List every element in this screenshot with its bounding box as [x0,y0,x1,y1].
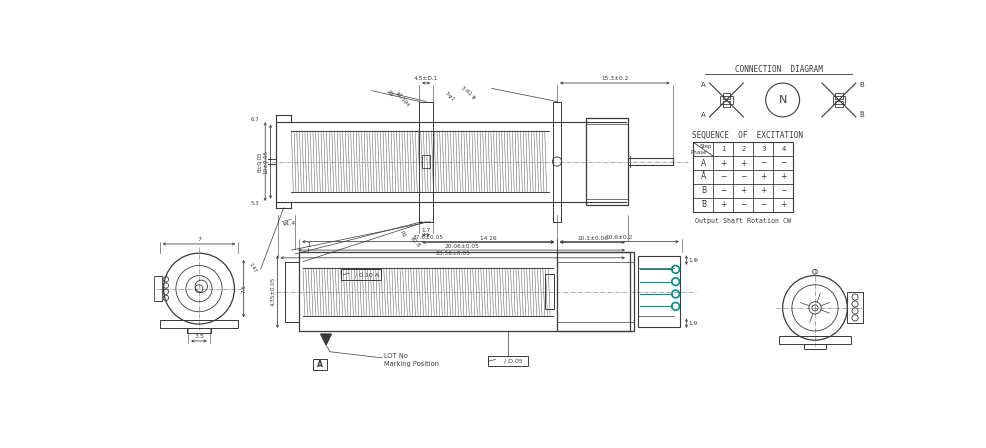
Polygon shape [320,334,331,345]
Text: Ā: Ā [700,172,705,181]
Text: 10±0.05: 10±0.05 [263,150,268,173]
Text: R1: R1 [398,230,406,239]
Text: 10.6±0.2: 10.6±0.2 [605,235,632,240]
Text: +: + [780,200,786,209]
Bar [341,269,382,280]
Text: SEQUENCE  OF  EXCITATION: SEQUENCE OF EXCITATION [691,131,802,140]
Text: φ1.4: φ1.4 [282,221,295,226]
Text: +: + [740,159,745,168]
Text: A: A [700,112,705,118]
Bar [487,356,528,366]
Bar [722,101,730,107]
Text: 23.56±0.05: 23.56±0.05 [435,251,469,256]
Text: N: N [778,95,786,105]
Text: A: A [700,82,705,87]
Text: 1: 1 [721,146,725,152]
Text: ∕ 0.10 A: ∕ 0.10 A [355,272,379,277]
Bar [299,252,629,331]
Text: +: + [780,172,786,181]
Text: 15.3±0.2: 15.3±0.2 [600,76,628,81]
Text: 8±0.05: 8±0.05 [257,151,262,172]
Text: 3-R1 φ: 3-R1 φ [459,85,476,99]
Text: B: B [700,186,705,195]
Bar [692,142,793,211]
Text: 20.06±0.05: 20.06±0.05 [444,244,478,249]
Text: 4.5±D.1: 4.5±D.1 [413,76,438,81]
Bar [544,274,553,310]
Text: 2: 2 [740,146,744,152]
Text: 1.Φ: 1.Φ [687,258,697,263]
Text: −: − [759,159,766,168]
Bar [422,155,430,168]
Text: B̅: B̅ [859,112,864,118]
Bar [160,320,238,328]
Bar [313,359,326,370]
Text: 1.7: 1.7 [421,228,430,233]
Text: 4.35±0.05: 4.35±0.05 [270,277,275,306]
Text: Phase: Phase [690,150,707,155]
Text: 37.6±0.05: 37.6±0.05 [412,235,443,240]
Text: R1: R1 [386,90,393,98]
Text: −: − [720,172,726,181]
Text: 6.7: 6.7 [250,117,258,122]
Text: −: − [780,186,786,195]
Text: 1.47: 1.47 [247,262,257,274]
Bar [834,93,842,99]
Text: 3.5: 3.5 [194,334,204,340]
Text: ∕ D.05: ∕ D.05 [503,358,522,363]
Bar [834,101,842,107]
Text: φ1.594: φ1.594 [394,91,410,109]
Bar [846,293,862,323]
Text: −: − [759,200,766,209]
Text: 3: 3 [760,146,765,152]
Text: A: A [700,159,705,168]
Text: Marking Position: Marking Position [384,361,439,367]
Text: −: − [740,200,745,209]
Text: 7.5: 7.5 [242,284,246,293]
Text: 4: 4 [781,146,785,152]
Text: +: + [720,200,726,209]
Text: 7: 7 [197,237,201,242]
Text: 3-φ1: 3-φ1 [443,90,455,102]
Bar [720,96,732,104]
Text: LOT No: LOT No [384,353,407,358]
Text: +: + [759,186,766,195]
Bar [285,262,299,322]
Bar [804,344,825,349]
Text: 14 26: 14 26 [479,236,496,241]
Bar [832,96,844,104]
Text: −: − [720,186,726,195]
Text: +: + [740,186,745,195]
Bar [154,276,162,301]
Text: R2.8: R2.8 [408,236,420,249]
Text: +: + [759,172,766,181]
Text: Output Shaft Rotation CW: Output Shaft Rotation CW [695,218,791,224]
Text: 1.9: 1.9 [687,321,696,326]
Bar [637,256,679,327]
Text: 5.3: 5.3 [250,201,258,206]
Text: Step: Step [699,144,712,150]
Text: A: A [317,360,322,369]
Bar [586,118,627,206]
Text: 10.1±0.06: 10.1±0.06 [577,236,607,241]
Bar [722,93,730,99]
Bar [556,252,633,331]
Text: B̅: B̅ [700,200,705,209]
Text: CONNECTION  DIAGRAM: CONNECTION DIAGRAM [735,65,822,74]
Text: +: + [720,159,726,168]
Text: B: B [859,82,864,87]
Bar [778,336,850,344]
Text: −: − [740,172,745,181]
Text: −: − [780,159,786,168]
Bar [187,328,210,332]
Text: 1: 1 [306,242,311,248]
